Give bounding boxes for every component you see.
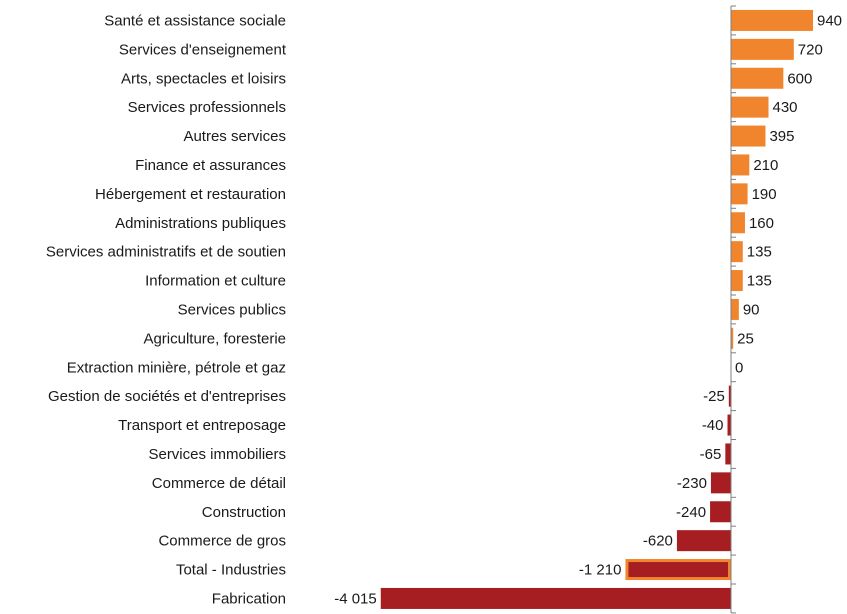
bar [731,38,794,60]
bar [731,154,750,176]
data-label: -240 [676,504,706,521]
bar [676,530,731,552]
bar [731,241,743,263]
bars-layer [380,9,813,609]
bar [731,9,813,31]
category-label: Total - Industries [176,562,286,579]
category-label: Finance et assurances [135,157,286,174]
data-label: 210 [753,157,778,174]
bar [727,414,731,436]
bar [731,67,784,89]
data-label: 160 [749,215,774,232]
bar [731,212,745,234]
bar [380,587,731,609]
category-label: Transport et entreposage [118,417,286,434]
category-label: Services administratifs et de soutien [46,244,286,261]
category-label: Arts, spectacles et loisirs [121,70,286,87]
bar [728,385,731,407]
category-label: Services publics [178,301,286,318]
bar [731,327,734,349]
bar-highlighted [625,559,732,581]
data-label: 940 [817,12,842,29]
data-label: 135 [747,244,772,261]
data-label: 135 [747,273,772,290]
category-label: Commerce de gros [158,533,286,550]
category-label: Fabrication [212,590,286,607]
data-label: -25 [703,388,725,405]
bar [710,472,731,494]
labels-layer: Santé et assistance sociale 940 Services d… [46,12,842,607]
data-label: 0 [735,359,743,376]
category-label: Construction [202,504,286,521]
bar [731,298,739,320]
category-label: Information et culture [145,273,286,290]
bar [731,125,766,147]
bar [731,96,769,118]
data-label: -4 015 [334,590,377,607]
data-label: 600 [787,70,812,87]
data-label: 395 [769,128,794,145]
category-label: Agriculture, foresterie [143,330,286,347]
data-label: 430 [773,99,798,116]
data-label: -1 210 [579,562,622,579]
data-label: -620 [643,533,673,550]
data-label: 90 [743,301,760,318]
category-label: Autres services [183,128,286,145]
category-label: Hébergement et restauration [95,186,286,203]
category-label: Services immobiliers [148,446,286,463]
data-label: 25 [737,330,754,347]
data-label: -230 [677,475,707,492]
bar [731,183,748,205]
data-label: -40 [702,417,724,434]
bar [731,270,743,292]
data-label: 720 [798,41,823,58]
data-label: 190 [752,186,777,203]
bar [710,501,731,523]
bar [725,443,731,465]
axis-layer [730,5,736,614]
category-label: Services d'enseignement [119,41,287,58]
category-label: Extraction minière, pétrole et gaz [67,359,286,376]
category-label: Commerce de détail [152,475,286,492]
category-label: Gestion de sociétés et d'entreprises [48,388,286,405]
category-label: Santé et assistance sociale [104,12,286,29]
category-label: Administrations publiques [115,215,286,232]
category-label: Services professionnels [128,99,286,116]
data-label: -65 [700,446,722,463]
